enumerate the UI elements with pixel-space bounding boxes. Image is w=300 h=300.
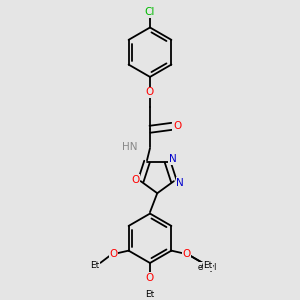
Text: O: O: [131, 175, 140, 185]
Text: O: O: [146, 272, 154, 283]
Text: HN: HN: [122, 142, 138, 152]
Text: Et: Et: [146, 290, 154, 299]
Text: ethyl: ethyl: [197, 263, 217, 272]
Text: O: O: [146, 87, 154, 97]
Text: Et: Et: [91, 261, 100, 270]
Text: O: O: [173, 121, 181, 131]
Text: O: O: [182, 249, 190, 259]
Text: N: N: [176, 178, 184, 188]
Text: N: N: [169, 154, 177, 164]
Text: O: O: [110, 249, 118, 259]
Text: Cl: Cl: [145, 8, 155, 17]
Text: Et: Et: [203, 261, 212, 270]
